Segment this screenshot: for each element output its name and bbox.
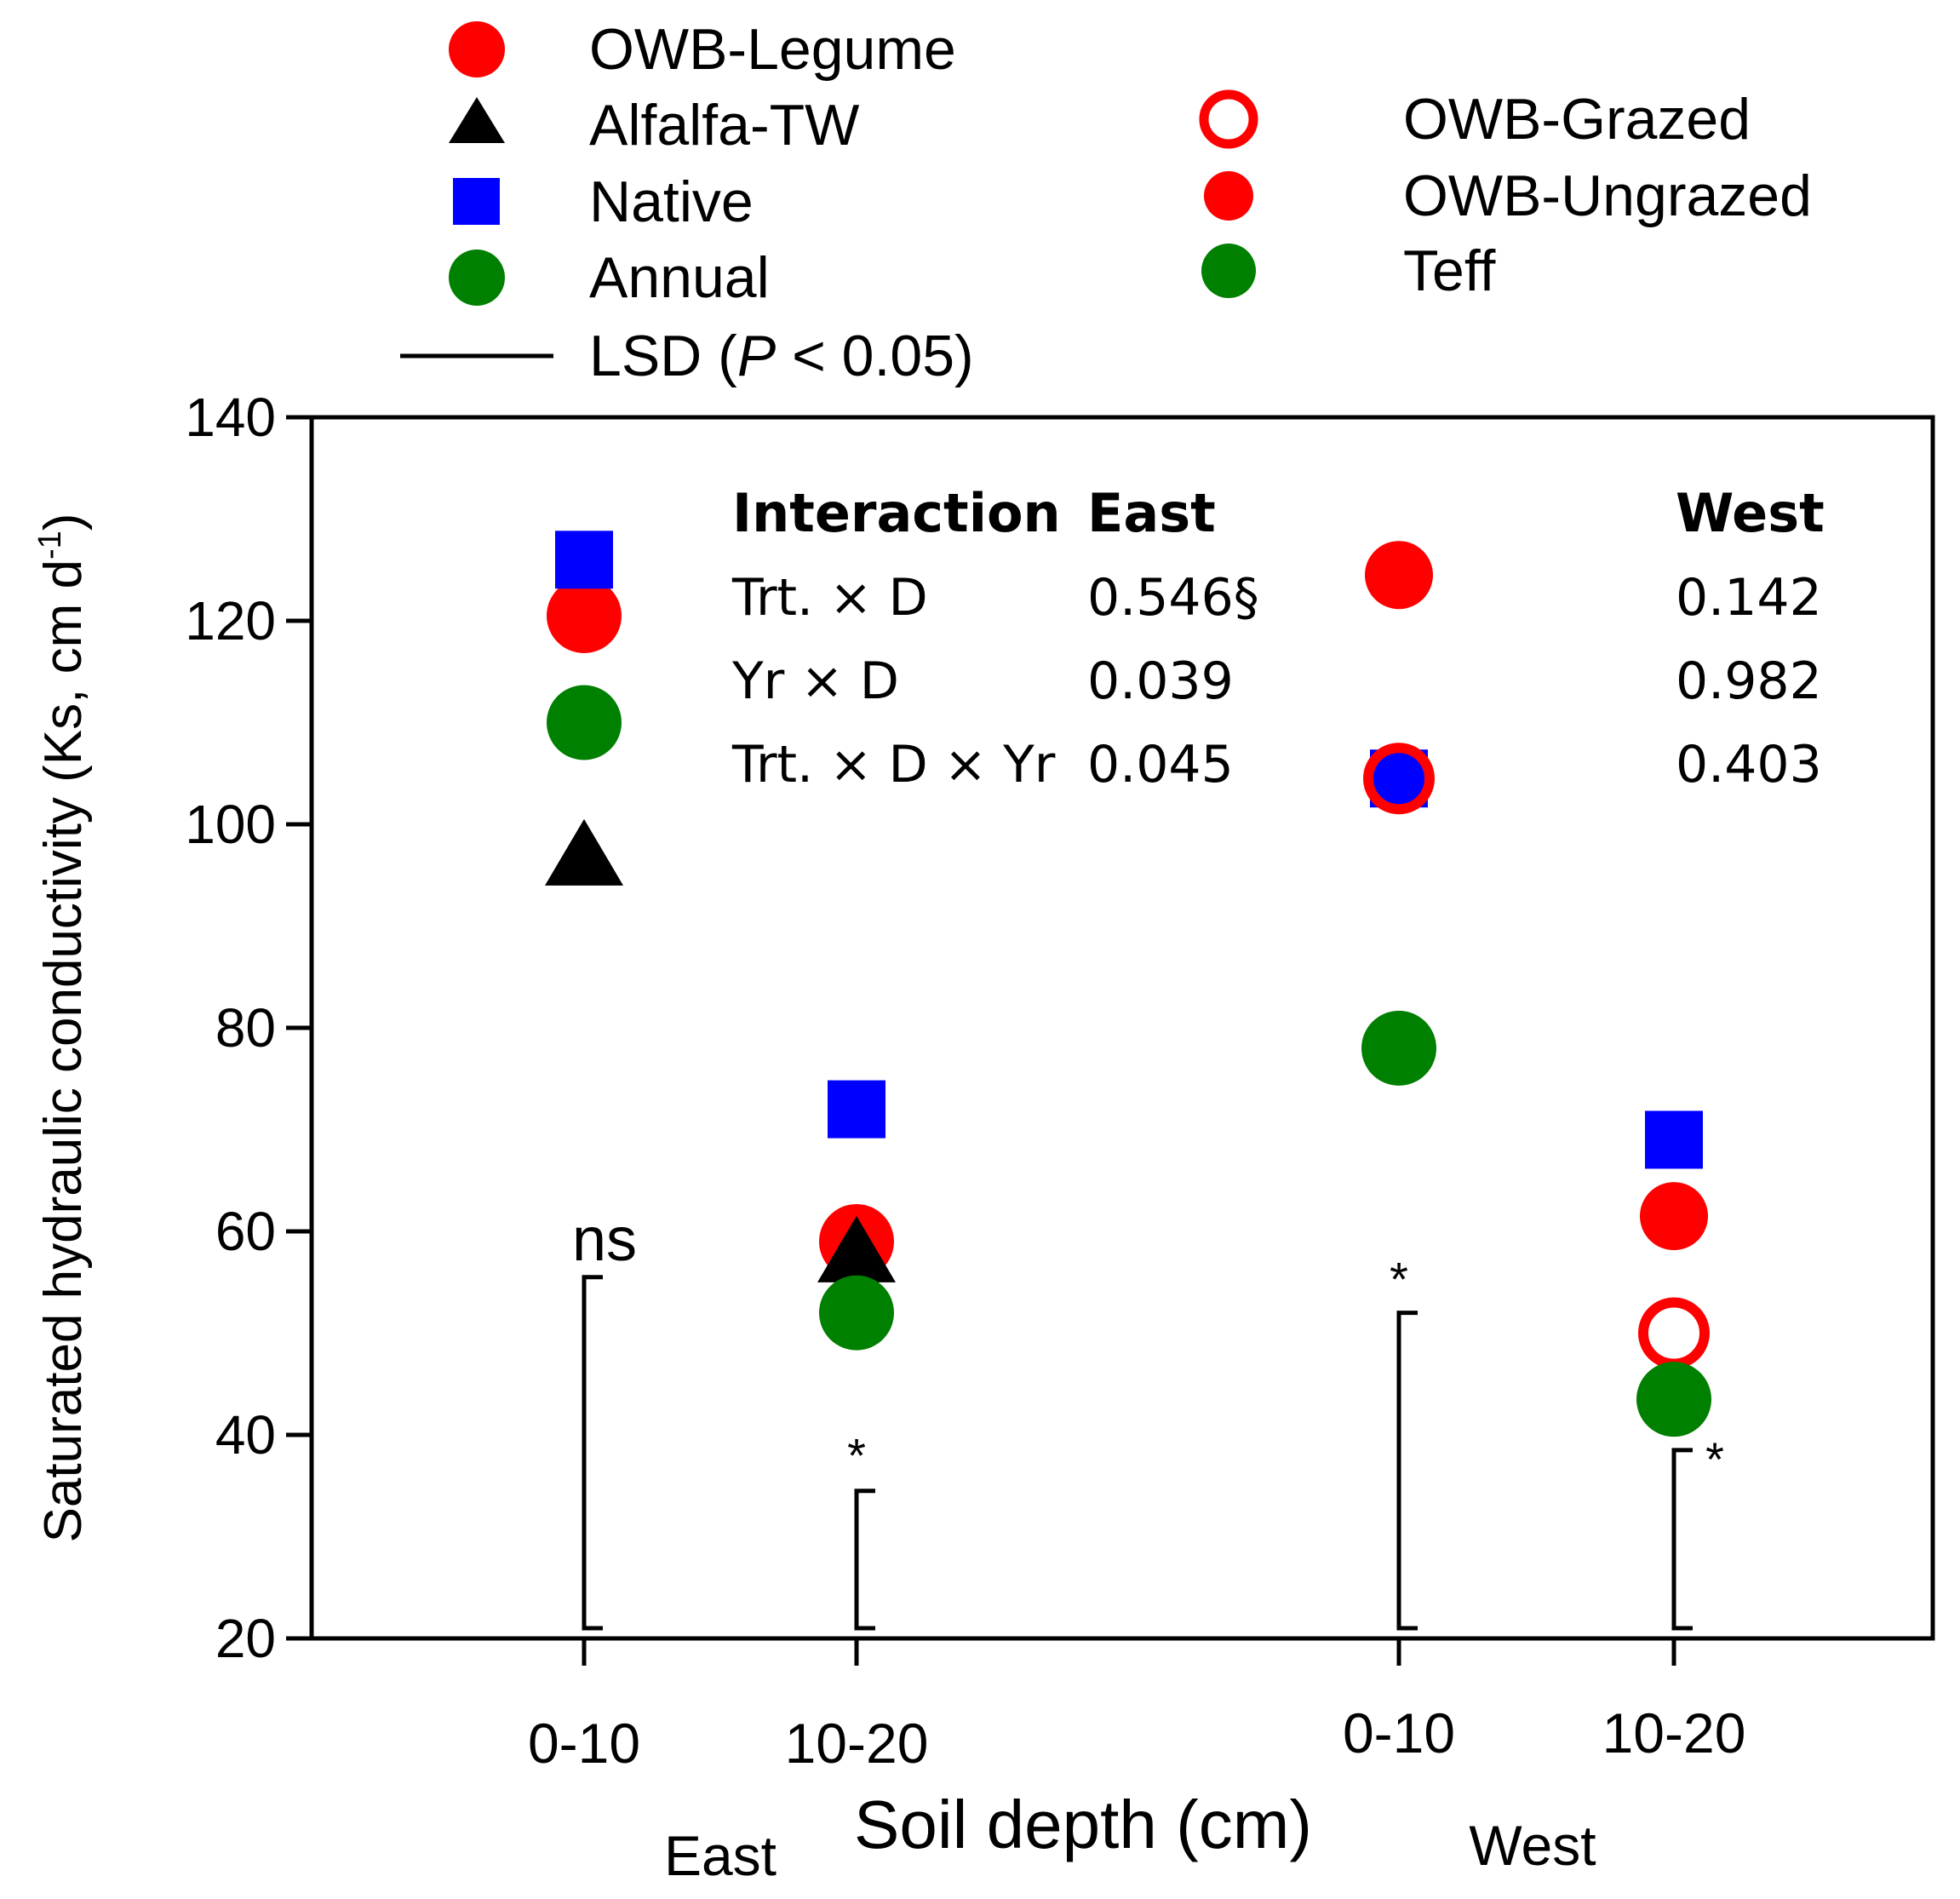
- y-tick-label: 40: [215, 1404, 276, 1466]
- y-axis-title-main: Saturated hydraulic conductivity (Ks, cm…: [34, 559, 93, 1542]
- y-tick-label: 100: [185, 794, 276, 855]
- legend-label-teff: Teff: [1403, 238, 1495, 303]
- x-tick-label: 10-20: [1602, 1701, 1746, 1764]
- legend-label-annual: Annual: [589, 245, 770, 310]
- legend-marker-owb-ungrazed: [1204, 171, 1253, 221]
- legend-lsd-prefix: LSD (: [589, 324, 737, 388]
- legend: OWB-Legume Alfalfa-TW Native Annual LSD …: [400, 17, 1812, 388]
- table-value-east: 0.039: [1087, 651, 1234, 711]
- y-axis-title: Saturated hydraulic conductivity (Ks, cm…: [32, 513, 93, 1543]
- point-owb-grazed: [1363, 743, 1435, 815]
- table-value-west: 0.982: [1676, 651, 1822, 711]
- point-teff: [1636, 1362, 1711, 1437]
- y-tick-label: 140: [185, 387, 276, 448]
- table-header-interaction: Interaction: [732, 482, 1061, 544]
- y-axis: 20 40 60 80 100 120 140: [185, 387, 312, 1669]
- y-tick-label: 80: [215, 997, 276, 1059]
- table-header-east: East: [1087, 482, 1216, 544]
- point-teff: [1361, 1010, 1436, 1086]
- legend-marker-owb-legume: [449, 21, 505, 77]
- x-tick-label: 10-20: [785, 1712, 929, 1775]
- x-tick-label: 0-10: [1343, 1701, 1455, 1764]
- point-annual: [819, 1275, 894, 1351]
- x-axis: 0-10 10-20 0-10 10-20: [528, 1638, 1745, 1775]
- y-tick-label: 20: [215, 1608, 276, 1669]
- table-value-west: 0.403: [1676, 735, 1822, 795]
- lsd-label: *: [1705, 1432, 1724, 1486]
- interaction-table: Interaction East West Trt. × D 0.546§ 0.…: [731, 482, 1825, 795]
- y-axis-title-superscript: -1: [32, 531, 68, 559]
- legend-label-owb-legume: OWB-Legume: [589, 17, 956, 82]
- lsd-label: ns: [572, 1206, 637, 1274]
- point-native: [555, 531, 613, 589]
- point-owb-grazed: [1638, 1297, 1710, 1369]
- table-value-east: 0.546§: [1087, 568, 1259, 628]
- point-alfalfa-tw: [545, 818, 623, 886]
- table-term: Yr × D: [731, 651, 899, 711]
- table-header-west: West: [1676, 482, 1825, 544]
- lsd-label: *: [847, 1429, 866, 1483]
- group-label-west: West: [1469, 1814, 1596, 1877]
- legend-marker-annual: [449, 250, 505, 306]
- legend-marker-native: [453, 178, 500, 225]
- legend-label-owb-grazed: OWB-Grazed: [1403, 87, 1751, 152]
- legend-marker-owb-grazed: [1199, 89, 1258, 149]
- lsd-bar: [1396, 1311, 1418, 1631]
- y-axis-title-close: ): [34, 513, 93, 531]
- table-value-west: 0.142: [1676, 568, 1822, 628]
- lsd-label: *: [1390, 1253, 1408, 1306]
- x-axis-title: Soil depth (cm): [854, 1787, 1312, 1862]
- legend-marker-alfalfa-tw: [449, 97, 505, 143]
- legend-label-lsd: LSD (P < 0.05): [589, 324, 974, 388]
- legend-label-owb-ungrazed: OWB-Ungrazed: [1403, 164, 1812, 228]
- point-owb-legume: [547, 578, 622, 654]
- point-annual: [547, 685, 622, 760]
- x-tick-label: 0-10: [528, 1712, 640, 1775]
- point-owb-ungrazed: [1640, 1182, 1708, 1251]
- point-alfalfa-tw: [817, 1215, 896, 1282]
- group-label-east: East: [664, 1824, 777, 1887]
- legend-marker-teff: [1201, 244, 1256, 298]
- legend-label-alfalfa-tw: Alfalfa-TW: [589, 93, 859, 158]
- point-owb-ungrazed: [1365, 541, 1433, 610]
- lsd-bars: ns * * *: [572, 1206, 1724, 1631]
- table-term: Trt. × D: [731, 568, 928, 628]
- y-tick-label: 120: [185, 590, 276, 651]
- lsd-bar: [854, 1489, 875, 1631]
- lsd-bar: [1671, 1448, 1693, 1631]
- legend-lsd-suffix: < 0.05): [776, 324, 974, 388]
- point-native: [1645, 1110, 1703, 1169]
- lsd-bar: [582, 1275, 603, 1631]
- legend-lsd-italic: P: [737, 324, 776, 388]
- data-points: [545, 531, 1711, 1437]
- y-tick-label: 60: [215, 1201, 276, 1262]
- legend-label-native: Native: [589, 169, 754, 234]
- point-native: [828, 1080, 885, 1139]
- table-value-east: 0.045: [1087, 735, 1234, 795]
- table-term: Trt. × D × Yr: [731, 735, 1056, 795]
